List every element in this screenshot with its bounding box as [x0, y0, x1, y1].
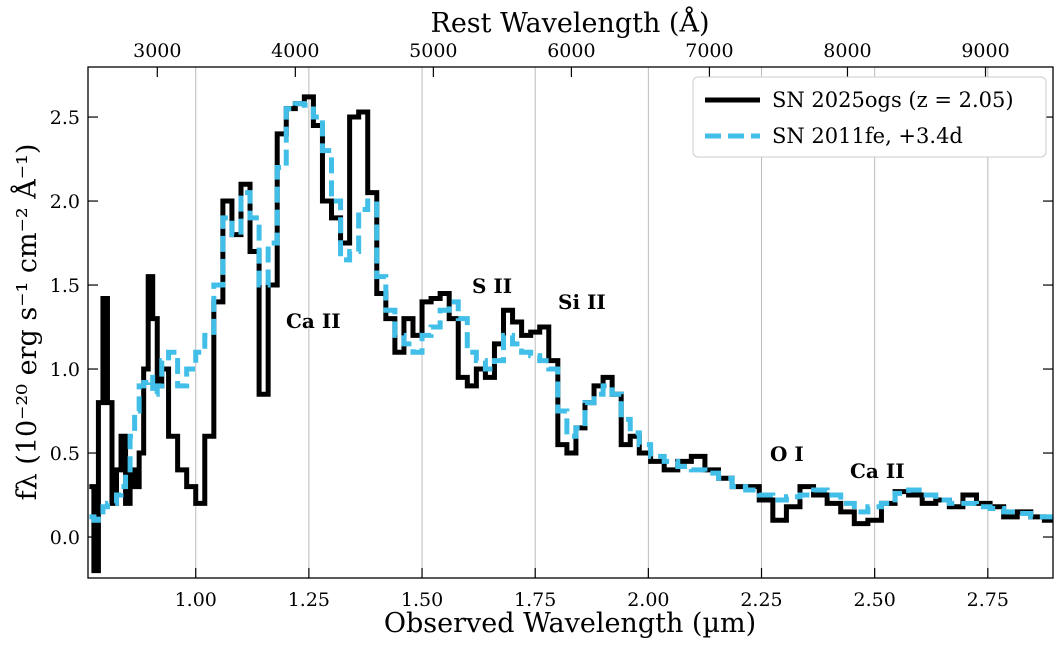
x2-tick-label: 6000 — [547, 40, 595, 62]
x-tick-label: 2.00 — [627, 589, 669, 611]
x-tick-label: 2.50 — [854, 589, 896, 611]
y-tick-label: 0.5 — [50, 443, 80, 465]
y-tick-label: 2.5 — [50, 107, 80, 129]
line-annotation: Ca II — [286, 309, 341, 333]
x2-tick-label: 3000 — [133, 40, 181, 62]
legend-box — [692, 76, 1047, 158]
spectrum-line — [89, 101, 1053, 523]
line-annotation: Si II — [558, 290, 606, 314]
x2-tick-label: 8000 — [823, 40, 871, 62]
legend-label: SN 2025ogs (z = 2.05) — [772, 88, 1014, 112]
legend-label: SN 2011fe, +3.4d — [772, 124, 963, 148]
plot-frame — [87, 66, 1054, 579]
line-annotation: Ca II — [850, 459, 905, 483]
x2-tick-label: 5000 — [409, 40, 457, 62]
x-tick-label: 1.25 — [288, 589, 330, 611]
spectrum-line — [89, 94, 1053, 574]
x-tick-label: 1.50 — [401, 589, 443, 611]
x-axis-label: Observed Wavelength (µm) — [384, 608, 756, 639]
y-tick-label: 2.0 — [50, 191, 80, 213]
y-tick-label: 1.0 — [50, 359, 80, 381]
line-annotation: S II — [472, 274, 512, 298]
y-tick-label: 1.5 — [50, 275, 80, 297]
x2-tick-label: 9000 — [961, 40, 1009, 62]
y-tick-label: 0.0 — [50, 527, 80, 549]
y-axis-label: fλ (10⁻²⁰ erg s⁻¹ cm⁻² Å⁻¹) — [10, 144, 43, 501]
x2-axis-label: Rest Wavelength (Å) — [430, 6, 709, 39]
x-tick-label: 1.75 — [514, 589, 556, 611]
line-annotation: O I — [770, 442, 804, 466]
x2-tick-label: 7000 — [685, 40, 733, 62]
x-tick-label: 2.25 — [740, 589, 782, 611]
x-tick-label: 1.00 — [175, 589, 217, 611]
x2-tick-label: 4000 — [271, 40, 319, 62]
x-tick-label: 2.75 — [967, 589, 1009, 611]
